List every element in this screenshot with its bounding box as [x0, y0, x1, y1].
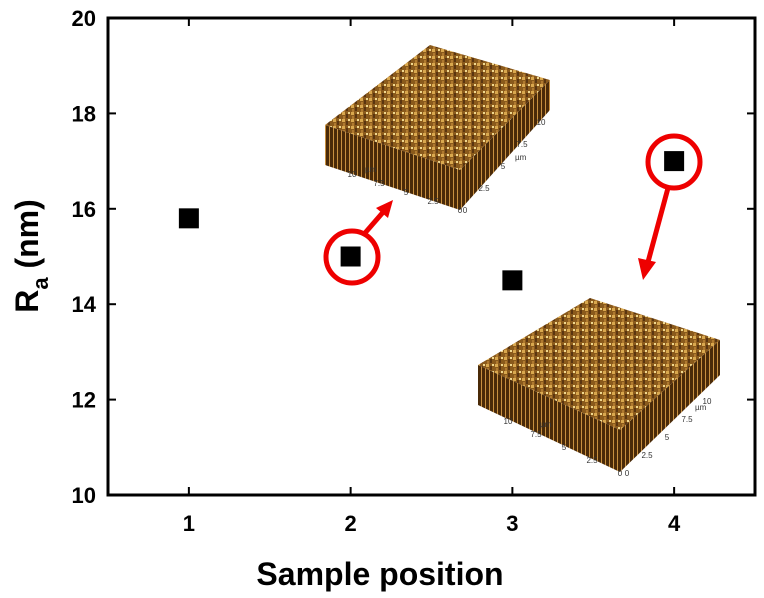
- y-title-main: R: [9, 290, 45, 313]
- inset-tick-label: 2.5: [641, 451, 653, 460]
- inset-tick-label: 2.5: [427, 197, 439, 206]
- y-title-sub: a: [28, 277, 53, 290]
- inset-tick-label: 10: [537, 118, 546, 127]
- inset-tick-label: 0: [463, 206, 468, 215]
- inset-tick-label: 5: [501, 162, 506, 171]
- inset-unit: µm: [365, 165, 377, 174]
- inset-tick-label: 7.5: [373, 179, 385, 188]
- inset-afm-1: [325, 45, 550, 210]
- y-tick-label: 16: [72, 197, 96, 222]
- y-tick-label: 14: [72, 292, 97, 317]
- y-axis-title: Ra (nm): [9, 199, 53, 313]
- y-tick-label: 12: [72, 388, 96, 413]
- y-title-unit: (nm): [9, 199, 45, 277]
- inset-unit: µm: [515, 153, 527, 162]
- inset-tick-label: 5: [665, 433, 670, 442]
- point: [340, 246, 361, 267]
- y-tick-label: 10: [72, 483, 96, 508]
- annotations: [323, 133, 703, 286]
- inset-tick-label: 2.5: [586, 456, 598, 465]
- inset-afm-2: [478, 298, 720, 472]
- y-tick-label: 20: [72, 6, 96, 31]
- x-axis-title: Sample position: [256, 556, 503, 592]
- inset-tick-label: 7.5: [530, 430, 542, 439]
- inset-tick-label: 0: [625, 469, 630, 478]
- y-tick-label: 18: [72, 101, 96, 126]
- inset-tick-label: 2.5: [478, 184, 490, 193]
- x-tick-label: 1: [183, 511, 195, 536]
- inset-tick-label: 10: [703, 397, 712, 406]
- point: [664, 151, 685, 172]
- inset-tick-label: 5: [562, 443, 567, 452]
- x-tick-label: 2: [345, 511, 357, 536]
- inset-unit: µm: [540, 420, 552, 429]
- point: [502, 270, 523, 291]
- inset-tick-label: 10: [504, 417, 513, 426]
- plot-frame: [106, 16, 757, 497]
- x-tick-label: 3: [506, 511, 518, 536]
- inset-tick-label: 5: [404, 188, 409, 197]
- point: [178, 208, 199, 229]
- inset-tick-label: 7.5: [681, 415, 693, 424]
- x-tick-label: 4: [668, 511, 681, 536]
- inset-tick-label: 10: [348, 170, 357, 179]
- inset-tick-label: 0: [618, 469, 623, 478]
- inset-tick-label: 0: [458, 206, 463, 215]
- inset-tick-label: 7.5: [516, 140, 528, 149]
- inset-unit: µm: [695, 403, 707, 412]
